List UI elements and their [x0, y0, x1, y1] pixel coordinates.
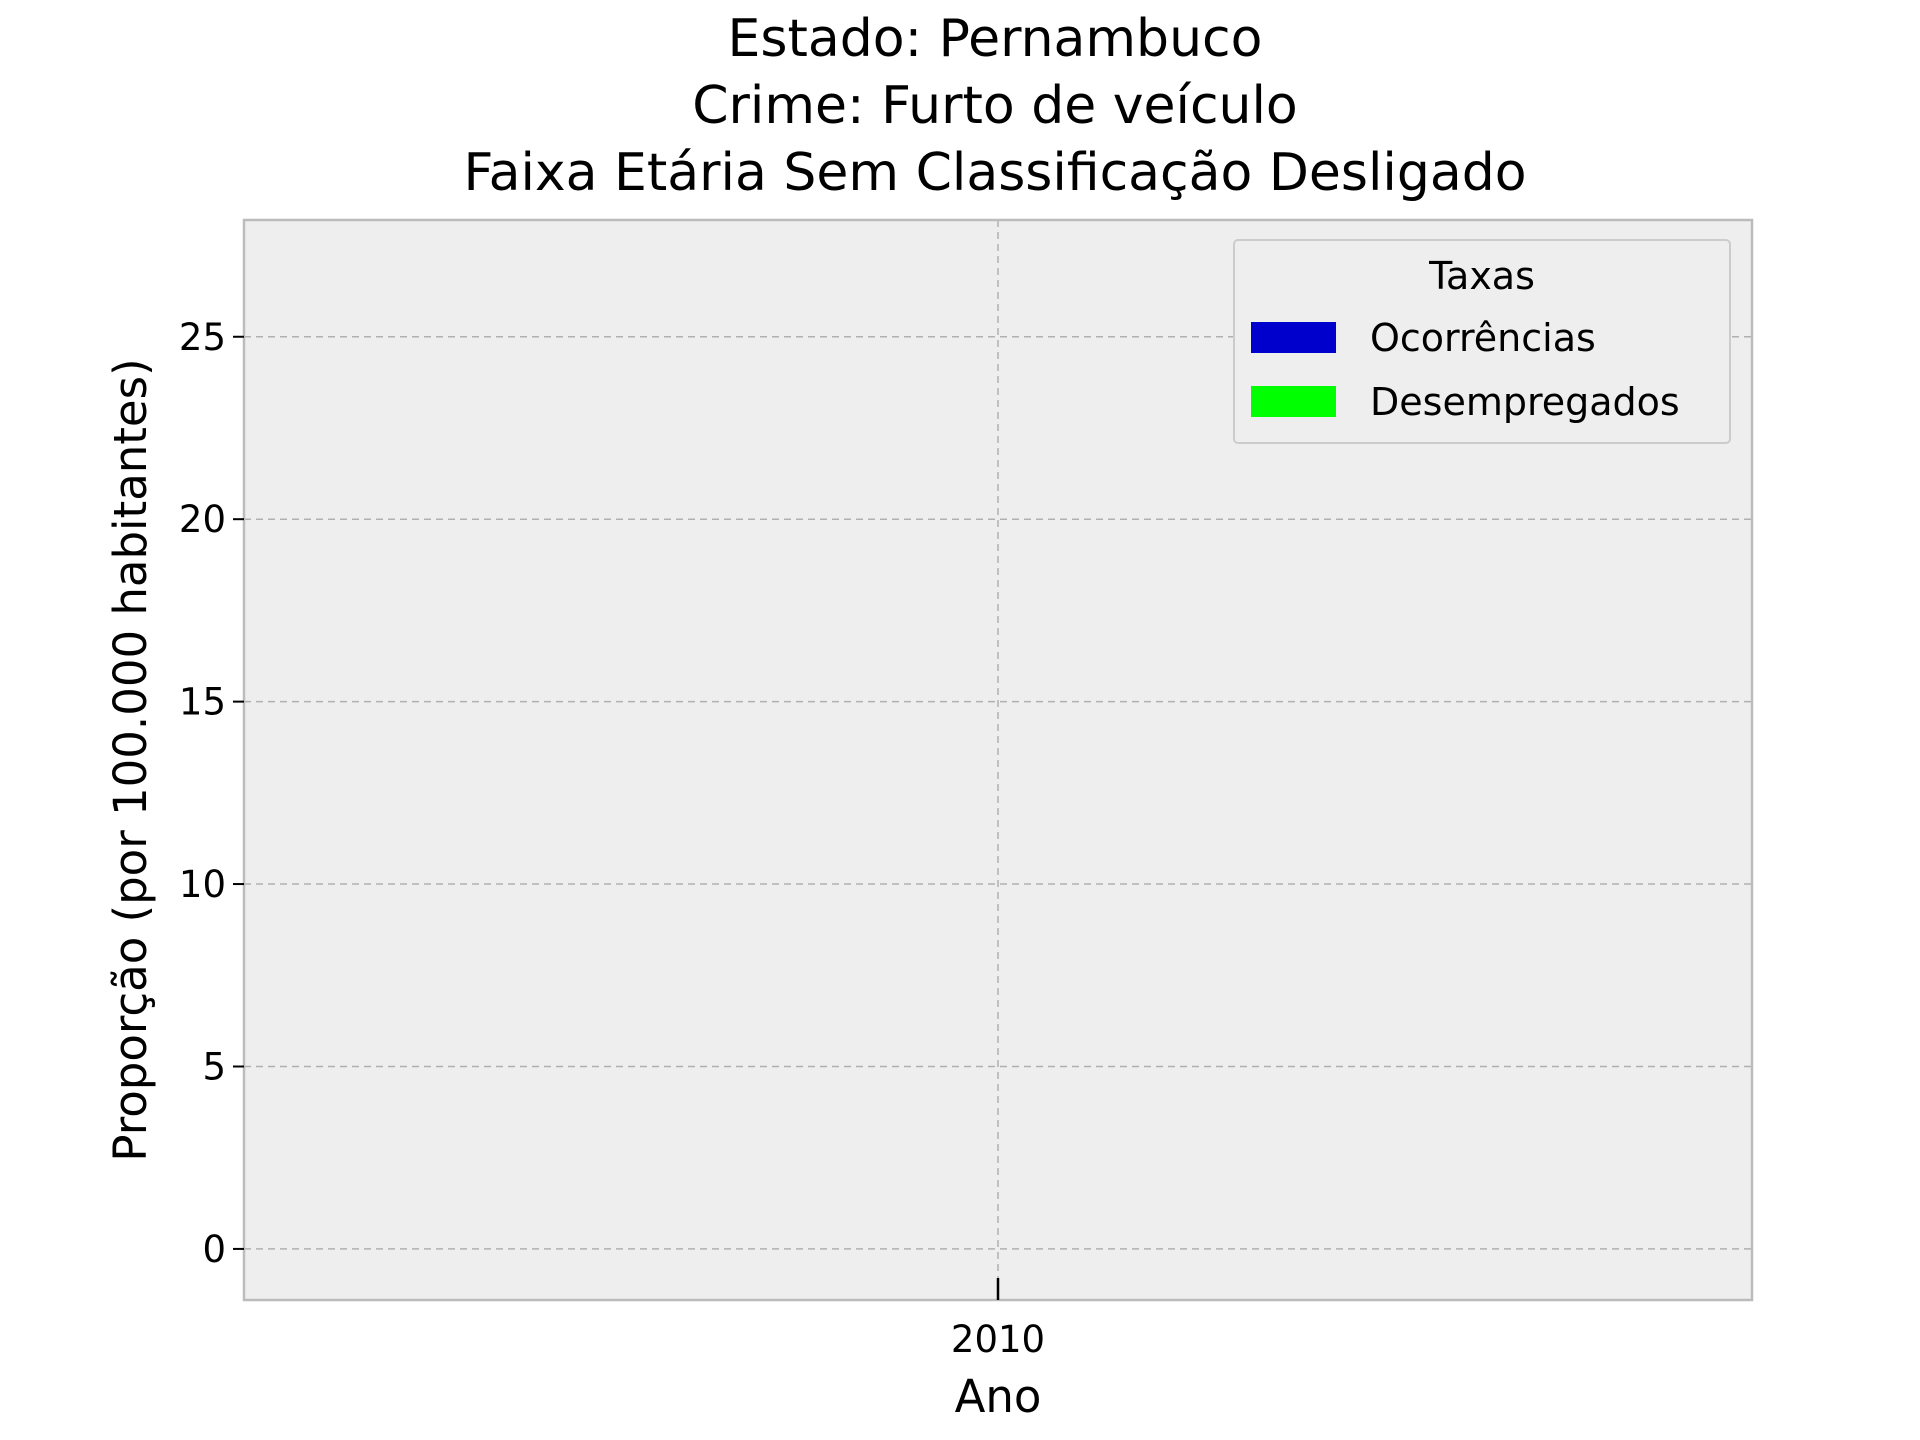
- y-tick-label: 10: [179, 863, 226, 906]
- chart-title-line-3: Faixa Etária Sem Classificação Desligado: [463, 143, 1526, 203]
- y-axis-label: Proporção (por 100.000 habitantes): [104, 358, 157, 1161]
- x-axis-ticks: 2010: [951, 1278, 1045, 1361]
- legend-entry: Ocorrências: [1370, 316, 1596, 360]
- legend-title: Taxas: [1428, 254, 1535, 298]
- chart-title-line-1: Estado: Pernambuco: [728, 9, 1263, 69]
- y-tick-label: 5: [202, 1045, 226, 1088]
- legend-box: [1233, 239, 1731, 444]
- x-tick-label: 2010: [951, 1318, 1045, 1361]
- chart-title: Estado: Pernambuco Crime: Furto de veícu…: [463, 9, 1526, 203]
- legend: Taxas Ocorrências Desempregados: [1233, 239, 1731, 444]
- x-axis-label: Ano: [955, 1370, 1042, 1423]
- y-tick-label: 20: [179, 498, 226, 541]
- y-tick-label: 25: [179, 316, 226, 359]
- legend-swatch: [1251, 322, 1336, 353]
- chart-title-line-2: Crime: Furto de veículo: [692, 76, 1298, 136]
- legend-swatch: [1251, 386, 1336, 417]
- y-tick-label: 15: [179, 681, 226, 724]
- y-axis-ticks: 0 5 10 15 20 25: [179, 316, 244, 1271]
- legend-entry: Desempregados: [1370, 380, 1680, 424]
- y-tick-label: 0: [202, 1228, 226, 1271]
- grid: [244, 220, 1752, 1300]
